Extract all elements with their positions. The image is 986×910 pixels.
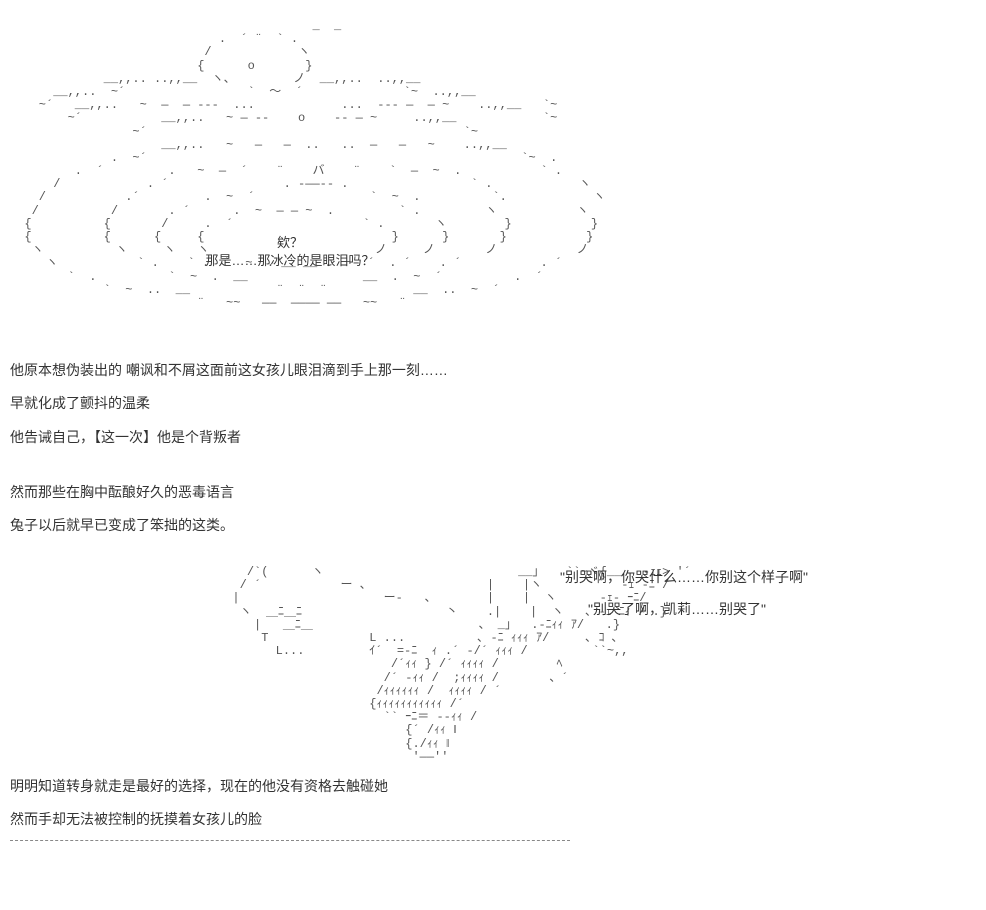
dialogue-line-2: "别哭了啊，凯莉……别哭了" — [588, 600, 766, 620]
inner-dialogue-1: 欸？ — [200, 234, 380, 252]
narrative-line-7: 然而手却无法被控制的抚摸着女孩儿的脸 — [10, 807, 986, 832]
narrative-line-2: 早就化成了颤抖的温柔 — [10, 391, 986, 416]
dialogue-line-1: "别哭啊，你哭什么……你别这个样子啊" — [560, 568, 808, 588]
narrative-line-6: 明明知道转身就走是最好的选择，现在的他没有资格去触碰她 — [10, 774, 986, 799]
ascii-art-2: /`( ヽ __」 ``~ヾ{__ -ｪｪ> '´ / ´ ー 、 | |ヽ -… — [110, 566, 986, 764]
ascii-art-hand: /`( ヽ __」 ``~ヾ{__ -ｪｪ> '´ / ´ ー 、 | |ヽ -… — [110, 566, 986, 764]
ascii-art-1: _ _ . ´ ¨ ` . / ヽ { o } __,,.. ..,,__ ヽ、… — [10, 20, 986, 310]
narrative-line-1: 他原本想伪装出的 嘲讽和不屑这面前这女孩儿眼泪滴到手上那一刻…… — [10, 358, 986, 383]
narrative-line-3: 他告诫自己，【这一次】他是个背叛者 — [10, 425, 986, 450]
narrative-line-4: 然而那些在胸中酝酿好久的恶毒语言 — [10, 480, 986, 505]
ascii-art-ripple: _ _ . ´ ¨ ` . / ヽ { o } __,,.. ..,,__ ヽ、… — [10, 20, 986, 310]
inner-dialogue-2: 那是……那冰冷的是眼泪吗？ — [200, 252, 380, 270]
narrative-line-5: 兔子以后就早已变成了笨拙的这类。 — [10, 513, 986, 538]
section-divider — [10, 840, 570, 841]
